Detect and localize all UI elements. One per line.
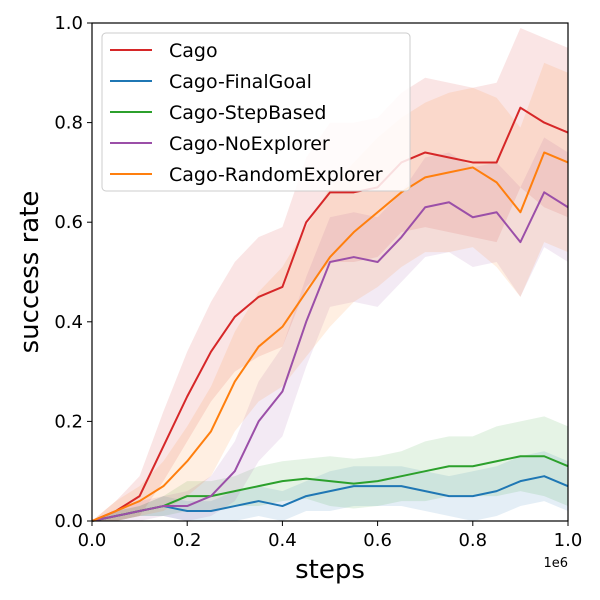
- y-tick-label: 1.0: [54, 13, 83, 34]
- legend-label-4: Cago-RandomExplorer: [169, 164, 383, 186]
- legend-label-0: Cago: [169, 40, 218, 62]
- legend-items: Cago Cago-FinalGoal Cago-StepBased Cago-NoE…: [110, 40, 383, 186]
- x-tick-label: 0.0: [78, 530, 107, 551]
- x-tick-label: 0.2: [173, 530, 202, 551]
- series-band-3: [92, 137, 568, 522]
- x-tick-label: 0.6: [363, 530, 392, 551]
- x-axis-label: steps: [295, 555, 365, 585]
- plot-frame: [91, 22, 569, 522]
- y-axis-ticks: 0.0 0.2 0.4 0.6 0.8 1.0: [54, 13, 92, 532]
- series-band-1: [92, 451, 568, 521]
- series-line-2: [91, 455, 569, 522]
- x-tick-label: 0.8: [458, 530, 487, 551]
- series-line-4: [91, 151, 569, 522]
- x-axis-ticks: 0.0 0.2 0.4 0.6 0.8 1.0: [78, 521, 583, 551]
- series-band-4: [92, 62, 568, 522]
- y-tick-label: 0.4: [54, 312, 83, 333]
- legend-label-2: Cago-StepBased: [169, 102, 326, 124]
- series-line-1: [91, 475, 569, 522]
- x-tick-label: 0.4: [268, 530, 297, 551]
- legend-label-1: Cago-FinalGoal: [169, 71, 312, 93]
- y-axis-label: success rate: [15, 191, 45, 354]
- legend-label-3: Cago-NoExplorer: [169, 133, 330, 155]
- series-lines: [91, 106, 569, 522]
- y-tick-label: 0.6: [54, 212, 83, 233]
- x-axis-offset-label: 1e6: [543, 556, 568, 571]
- series-line-0: [91, 106, 569, 522]
- legend-box: [101, 32, 411, 192]
- legend: Cago Cago-FinalGoal Cago-StepBased Cago-NoE…: [101, 32, 411, 192]
- y-tick-label: 0.8: [54, 113, 83, 134]
- series-band-0: [92, 27, 568, 521]
- x-tick-label: 1.0: [554, 530, 583, 551]
- y-tick-label: 0.0: [54, 511, 83, 532]
- y-tick-label: 0.2: [54, 411, 83, 432]
- series-line-3: [91, 191, 569, 522]
